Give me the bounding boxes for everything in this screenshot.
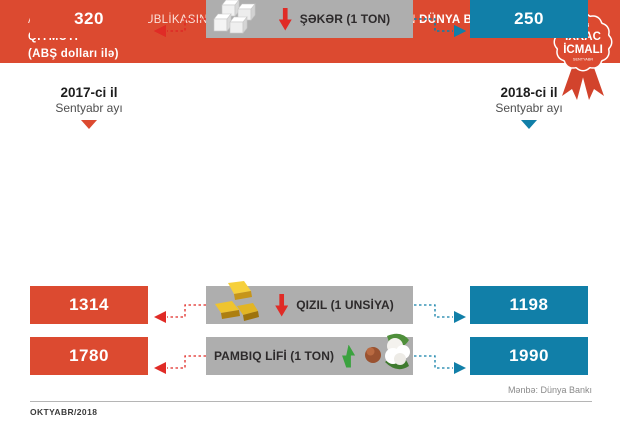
cotton-icon	[365, 333, 410, 370]
footer-divider	[30, 401, 592, 402]
cotton-2017-value: 1780	[30, 337, 148, 375]
cotton-label-box: PAMBIQ LİFİ (1 TON)	[206, 333, 413, 375]
gold-label: QIZIL (1 UNSİYA)	[296, 298, 394, 312]
gold-2018-value: 1198	[470, 286, 588, 324]
ixrac-icmali-badge-icon: 2018 İXRAC İCMALI SENTYABR	[553, 12, 613, 100]
connector-left-icon	[154, 355, 206, 374]
connector-left-icon	[154, 18, 206, 37]
gold-label-box: QIZIL (1 UNSİYA)	[206, 281, 413, 324]
connector-right-icon	[414, 304, 466, 323]
badge-month: SENTYABR	[573, 58, 593, 62]
gold-bars-icon	[215, 281, 259, 321]
column-2018-year: 2018-ci il	[500, 85, 558, 100]
cotton-label: PAMBIQ LİFİ (1 TON)	[213, 349, 335, 363]
connector-right-icon	[414, 355, 466, 374]
row-sugar: 320 ŞƏKƏR (1 TON)	[0, 0, 620, 48]
gold-trend-down-arrow-icon	[275, 293, 289, 317]
publication-date: OKTYABR/2018	[30, 407, 98, 417]
badge-line2: İCMALI	[563, 43, 603, 56]
column-2017-year: 2017-ci il	[60, 85, 118, 100]
sugar-2017-value: 320	[30, 0, 148, 38]
triangle-down-red-icon	[81, 120, 97, 129]
triangle-down-blue-icon	[521, 120, 537, 129]
sugar-label: ŞƏKƏR (1 TON)	[299, 12, 391, 26]
cotton-trend-up-arrow-icon	[342, 344, 356, 368]
cotton-2018-value: 1990	[470, 337, 588, 375]
column-header-2018: 2018-ci il Sentyabr ayı	[459, 84, 599, 129]
connector-left-icon	[154, 304, 206, 323]
gold-2017-value: 1314	[30, 286, 148, 324]
sugar-label-box: ŞƏKƏR (1 TON)	[206, 0, 413, 38]
source-note: Mənbə: Dünya Bankı	[507, 385, 592, 395]
sugar-trend-down-arrow-icon	[278, 7, 292, 31]
row-gold: 1314 QIZIL (1 UNSİYA) 1198	[0, 281, 620, 334]
sugar-cubes-icon	[213, 0, 256, 34]
row-cotton: 1780 PAMBIQ LİFİ (1 TON) 1990	[0, 333, 620, 385]
column-2018-month: Sentyabr ayı	[495, 101, 563, 115]
connector-right-icon	[414, 18, 466, 37]
sugar-2018-value: 250	[470, 0, 588, 38]
column-2017-month: Sentyabr ayı	[55, 101, 123, 115]
column-header-2017: 2017-ci il Sentyabr ayı	[19, 84, 159, 129]
header-subtitle: (ABŞ dolları ilə)	[28, 48, 119, 60]
